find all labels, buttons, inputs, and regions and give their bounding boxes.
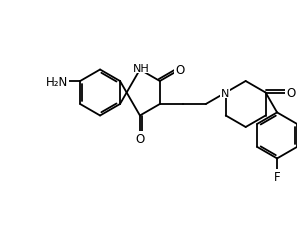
Text: O: O — [286, 87, 295, 100]
Text: F: F — [274, 170, 280, 183]
Text: NH: NH — [132, 63, 149, 73]
Text: N: N — [221, 88, 229, 98]
Text: O: O — [135, 132, 145, 145]
Text: H₂N: H₂N — [46, 75, 68, 88]
Text: O: O — [175, 64, 184, 77]
